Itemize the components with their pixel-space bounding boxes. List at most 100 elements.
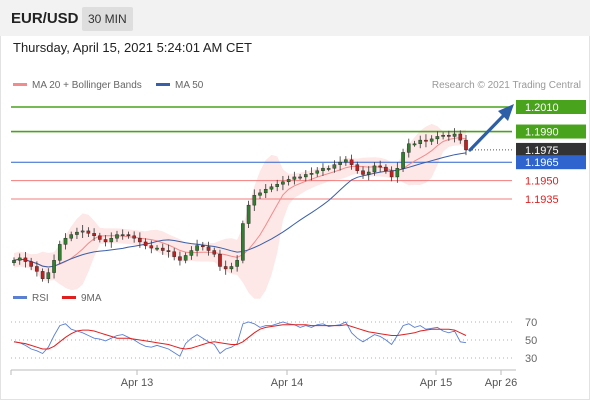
- candle-body: [189, 250, 194, 256]
- candle-body: [275, 184, 279, 187]
- candle-body: [458, 133, 463, 141]
- candle-body: [384, 166, 388, 171]
- candle-body: [92, 233, 96, 236]
- candle-body: [435, 136, 440, 140]
- candle-body: [103, 239, 108, 243]
- rsi-level-label-50: 50: [525, 335, 537, 347]
- candle-body: [418, 139, 423, 144]
- candle-body: [344, 159, 348, 163]
- x-tick-label: Apr 13: [121, 377, 153, 389]
- candle-body: [355, 164, 360, 171]
- candle-body: [332, 164, 337, 169]
- candle-body: [349, 159, 354, 165]
- candle-body: [143, 241, 148, 246]
- bollinger-band-area: [14, 123, 466, 299]
- candle-body: [441, 135, 445, 137]
- x-tick-label: Apr 14: [271, 377, 303, 389]
- candle-body: [86, 230, 91, 234]
- candle-body: [378, 165, 382, 168]
- price-tag-1-1975: 1.1975: [525, 145, 559, 157]
- rsi-line: [13, 321, 467, 357]
- candle-body: [109, 238, 114, 243]
- rsi-swatch-icon: [13, 295, 27, 299]
- candle-body: [166, 250, 171, 252]
- candle-body: [149, 245, 154, 249]
- legend-rsi-ma: 9MA: [62, 293, 102, 305]
- candle-body: [263, 188, 268, 194]
- candle-body: [372, 165, 377, 173]
- candle-body: [98, 235, 102, 240]
- legend-rsi: RSI: [13, 293, 49, 305]
- candle-body: [406, 143, 411, 153]
- interval-button[interactable]: 30 MIN: [82, 7, 133, 31]
- price-tag-1-2010: 1.2010: [525, 102, 559, 114]
- candle-body: [321, 168, 325, 171]
- candle-body: [412, 143, 417, 146]
- candle-body: [206, 246, 211, 251]
- price-tag-1-1935: 1.1935: [525, 194, 559, 206]
- candle-body: [424, 139, 428, 142]
- candle-body: [12, 260, 16, 263]
- legend-rsi-label: RSI: [32, 293, 49, 304]
- candle-body: [281, 181, 285, 185]
- price-tag-1-1965: 1.1965: [525, 157, 559, 169]
- rsi-level-label-30: 30: [525, 353, 537, 365]
- candles-group: [12, 128, 468, 284]
- candle-body: [246, 204, 251, 224]
- candle-body: [429, 138, 434, 142]
- rsi-level-label-70: 70: [525, 317, 537, 329]
- candle-body: [57, 244, 62, 261]
- projection-arrow-shaft: [468, 111, 508, 152]
- candle-body: [29, 261, 33, 267]
- legend-ma50: MA 50: [156, 80, 203, 92]
- candle-body: [269, 186, 274, 190]
- candle-body: [235, 260, 239, 267]
- candle-body: [218, 253, 222, 267]
- candle-body: [298, 176, 302, 179]
- ma20-line: [13, 137, 467, 268]
- legend-ma50-label: MA 50: [175, 80, 204, 91]
- price-tag-bg-1-2010: [516, 100, 586, 114]
- projection-arrow-icon: [498, 104, 514, 121]
- candle-body: [160, 247, 165, 251]
- candle-body: [35, 266, 39, 272]
- x-tick-label: Apr 15: [420, 377, 452, 389]
- candle-body: [115, 234, 119, 239]
- candle-body: [138, 238, 142, 243]
- candle-body: [126, 234, 131, 237]
- candle-body: [395, 168, 400, 178]
- candle-body: [46, 272, 51, 279]
- candle-body: [178, 256, 182, 261]
- header-bar: EUR/USD 30 MIN: [0, 0, 590, 36]
- price-tag-1-1990: 1.1990: [525, 127, 559, 139]
- candle-body: [258, 192, 262, 196]
- candle-body: [303, 174, 308, 178]
- candle-body: [366, 171, 371, 175]
- price-tag-bg-1-1990: [516, 124, 586, 139]
- candle-body: [183, 255, 188, 261]
- candle-body: [361, 170, 365, 175]
- candle-body: [338, 161, 342, 165]
- legend-rsi-ma-label: 9MA: [81, 293, 102, 304]
- candle-body: [292, 176, 297, 180]
- candle-body: [229, 266, 234, 270]
- candle-body: [69, 234, 74, 239]
- x-tick-label: Apr 26: [485, 377, 517, 389]
- ma50-swatch-icon: [156, 82, 170, 86]
- candle-body: [201, 245, 205, 248]
- instrument-symbol: EUR/USD: [11, 10, 79, 27]
- timestamp: Thursday, April 15, 2021 5:24:01 AM CET: [13, 40, 252, 55]
- candle-body: [172, 251, 177, 257]
- candle-body: [80, 230, 85, 233]
- price-tag-bg-1-1975: [516, 142, 586, 157]
- candle-body: [17, 257, 22, 261]
- candle-body: [447, 135, 451, 137]
- candle-body: [195, 245, 199, 251]
- rsi-ma-line: [13, 324, 467, 350]
- candle-body: [155, 247, 159, 250]
- candle-body: [63, 238, 68, 245]
- rsi-ma-swatch-icon: [62, 295, 76, 299]
- candle-body: [75, 231, 79, 235]
- candle-body: [241, 223, 245, 261]
